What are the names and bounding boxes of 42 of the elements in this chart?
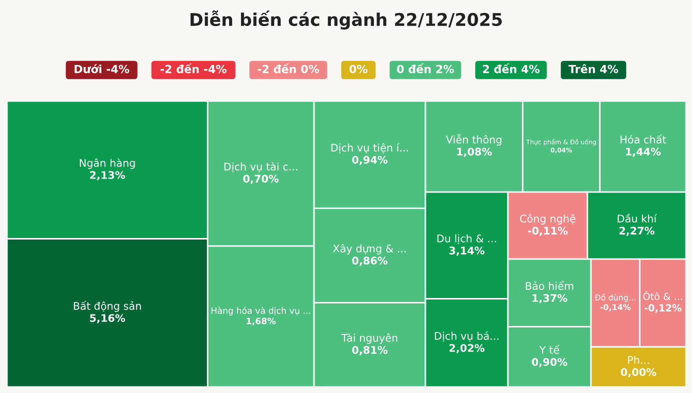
category-label: Bất động sản bbox=[74, 300, 141, 312]
category-label: 0% bbox=[350, 64, 368, 74]
data-label: 3,14% bbox=[449, 246, 484, 256]
category-label: Công nghệ bbox=[520, 214, 576, 225]
category-label: Viễn thông bbox=[446, 134, 502, 146]
category-label: Du lịch & ... bbox=[437, 234, 496, 244]
data-label: -0,11% bbox=[528, 226, 568, 236]
category-label: -2 đến -4% bbox=[160, 63, 227, 74]
category-label: 2 đến 4% bbox=[483, 63, 540, 74]
category-label: Dưới -4% bbox=[74, 64, 130, 74]
category-label: Xây dựng & ... bbox=[333, 244, 406, 254]
category-label: Dịch vụ tiện í... bbox=[331, 143, 408, 154]
category-label: Bảo hiểm bbox=[526, 280, 574, 290]
text: Diễn biến các ngành 22/12/2025 bbox=[190, 10, 502, 30]
data-label: 2,02% bbox=[449, 344, 484, 354]
category-label: Y tế bbox=[539, 344, 560, 354]
category-label: Ôtô & ... bbox=[643, 290, 682, 300]
category-label: Dịch vụ bá... bbox=[434, 331, 498, 342]
data-label: 2,13% bbox=[90, 171, 126, 180]
data-label: -0,12% bbox=[644, 304, 682, 313]
data-label: 1,37% bbox=[532, 294, 568, 304]
data-label: 0,81% bbox=[352, 346, 388, 356]
data-label: 0,94% bbox=[352, 156, 388, 166]
category-label: Ngân hàng bbox=[80, 158, 135, 169]
category-label: Dầu khí bbox=[618, 214, 657, 223]
category-label: Hóa chất bbox=[620, 134, 666, 144]
data-label: 5,16% bbox=[90, 314, 126, 324]
data-label: 1,08% bbox=[457, 148, 492, 157]
category-label: -2 đến 0% bbox=[258, 63, 320, 74]
category-label: Ph... bbox=[628, 356, 649, 364]
data-label: 0,86% bbox=[352, 256, 388, 266]
category-label: Tài nguyên bbox=[341, 333, 398, 344]
data-label: 1,44% bbox=[626, 148, 661, 157]
data-label: 2,27% bbox=[619, 226, 654, 236]
category-label: Dịch vụ tài c... bbox=[224, 162, 298, 172]
category-label: Trên 4% bbox=[568, 64, 618, 74]
category-label: 0 đến 2% bbox=[397, 63, 454, 74]
data-label: 0,90% bbox=[532, 358, 568, 368]
data-label: 1,68% bbox=[246, 318, 276, 326]
data-label: 0,00% bbox=[620, 368, 656, 378]
data-label: 0,70% bbox=[243, 174, 279, 184]
category-label: Hàng hóa và dịch vụ ... bbox=[212, 306, 310, 316]
